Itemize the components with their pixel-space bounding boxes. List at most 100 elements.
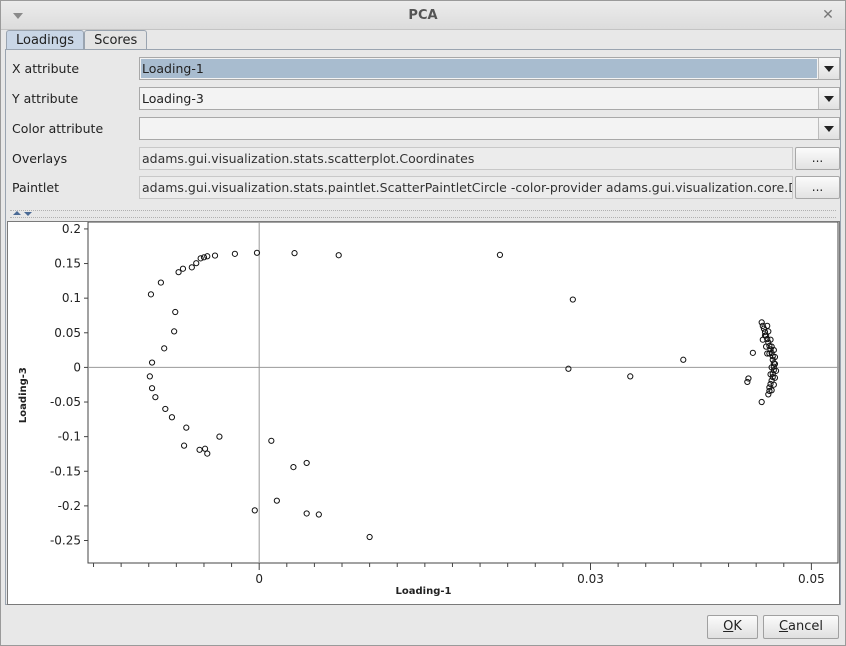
- y-tick-label: -0.05: [50, 395, 81, 409]
- paintlet-browse-button[interactable]: ...: [795, 176, 840, 199]
- y-tick-label: 0.15: [54, 257, 81, 271]
- data-point: [168, 414, 176, 421]
- data-point: [764, 322, 771, 329]
- x-tick-label: 0.05: [798, 572, 825, 586]
- data-point: [749, 349, 756, 356]
- data-point: [268, 437, 275, 444]
- scatter-plot[interactable]: 0.2 0.15 0.1 0.05 0 -0.05 -0.1 -0.15 -0.2 -0.25 0 0…: [8, 222, 839, 604]
- cancel-mnemonic: C: [778, 619, 789, 634]
- split-pane-divider[interactable]: [10, 210, 836, 218]
- data-point: [767, 346, 774, 353]
- data-point: [758, 398, 765, 406]
- data-point: [171, 328, 178, 335]
- data-point: [161, 345, 168, 352]
- arrow-up-icon[interactable]: [13, 211, 21, 215]
- data-point: [273, 497, 280, 504]
- data-point: [770, 381, 777, 388]
- data-point: [200, 254, 208, 261]
- data-point: [315, 511, 322, 518]
- ok-mnemonic: O: [723, 619, 734, 634]
- data-point: [303, 459, 310, 467]
- data-point: [204, 253, 211, 260]
- data-point: [183, 424, 190, 431]
- data-point: [770, 346, 777, 354]
- data-point: [768, 364, 775, 371]
- data-point: [251, 507, 258, 514]
- data-point: [180, 442, 188, 449]
- color-attribute-row: Color attribute: [12, 117, 840, 141]
- y-tick-label: -0.1: [58, 430, 81, 444]
- data-point: [291, 250, 298, 257]
- data-point: [290, 464, 297, 471]
- data-point: [744, 378, 751, 386]
- x-tick-label: 0: [255, 572, 263, 586]
- overlays-field[interactable]: adams.gui.visualization.stats.scatterplo…: [139, 147, 793, 170]
- triangle-down-icon: [824, 66, 834, 72]
- data-point: [680, 356, 687, 363]
- color-attribute-dropdown-button[interactable]: [818, 118, 839, 139]
- paintlet-row: Paintlet adams.gui.visualization.stats.p…: [12, 176, 840, 200]
- triangle-down-icon: [824, 126, 834, 132]
- data-point: [175, 269, 182, 276]
- data-point: [201, 445, 209, 452]
- paintlet-field[interactable]: adams.gui.visualization.stats.paintlet.S…: [139, 176, 793, 199]
- y-tick-label: 0: [73, 360, 81, 374]
- cancel-button[interactable]: Cancel: [763, 615, 839, 639]
- data-point: [759, 336, 766, 343]
- data-point: [231, 250, 238, 257]
- data-point: [763, 343, 770, 350]
- data-point: [188, 264, 195, 271]
- tab-scores[interactable]: Scores: [84, 30, 148, 50]
- data-point: [253, 249, 261, 256]
- data-point: [147, 291, 155, 298]
- y-attribute-dropdown-button[interactable]: [818, 88, 839, 109]
- y-tick-label: 0.1: [62, 291, 81, 305]
- scatter-plot-panel[interactable]: 0.2 0.15 0.1 0.05 0 -0.05 -0.1 -0.15 -0.2 -0.25 0 0…: [7, 221, 840, 605]
- data-point: [162, 405, 169, 413]
- overlays-row: Overlays adams.gui.visualization.stats.s…: [12, 147, 840, 171]
- data-point: [196, 446, 203, 453]
- ok-button[interactable]: OK: [707, 615, 758, 639]
- overlays-label: Overlays: [12, 151, 68, 166]
- x-attribute-dropdown-button[interactable]: [818, 58, 839, 79]
- data-point: [759, 322, 766, 329]
- data-point: [148, 359, 156, 366]
- tab-loadings[interactable]: Loadings: [6, 30, 85, 50]
- y-attribute-row: Y attribute Loading-3: [12, 87, 840, 111]
- data-point: [771, 353, 779, 361]
- data-point: [197, 255, 204, 262]
- data-point: [204, 450, 211, 457]
- data-point: [146, 373, 153, 380]
- y-tick-label: 0.05: [54, 326, 81, 340]
- data-point: [767, 371, 774, 378]
- overlays-browse-button[interactable]: ...: [795, 147, 840, 170]
- data-point: [366, 533, 373, 541]
- x-tick-label: 0.03: [577, 572, 604, 586]
- y-tick-label: -0.15: [50, 464, 81, 478]
- data-point: [335, 252, 342, 259]
- data-point: [565, 365, 572, 372]
- cancel-label-post: ancel: [788, 619, 824, 634]
- y-attribute-label: Y attribute: [12, 91, 79, 106]
- x-attribute-combo[interactable]: Loading-1: [139, 57, 840, 80]
- y-attribute-value: Loading-3: [142, 91, 204, 106]
- x-attribute-label: X attribute: [12, 61, 80, 76]
- paintlet-value: adams.gui.visualization.stats.paintlet.S…: [142, 180, 793, 195]
- x-attribute-selection: [141, 59, 817, 78]
- x-attribute-value: Loading-1: [142, 61, 204, 76]
- triangle-down-icon: [824, 96, 834, 102]
- data-point: [764, 350, 771, 357]
- data-point: [193, 260, 200, 267]
- y-axis-label: Loading-3: [18, 367, 29, 423]
- x-axis-label: Loading-1: [396, 586, 452, 597]
- data-point: [767, 380, 774, 388]
- arrow-down-icon[interactable]: [24, 212, 32, 216]
- close-icon[interactable]: ✕: [822, 7, 834, 23]
- chevron-down-icon[interactable]: [11, 9, 25, 23]
- paintlet-label: Paintlet: [12, 180, 59, 195]
- data-point: [303, 510, 310, 517]
- color-attribute-combo[interactable]: [139, 117, 840, 140]
- tab-strip: Loadings Scores: [6, 30, 148, 50]
- y-attribute-combo[interactable]: Loading-3: [139, 87, 840, 110]
